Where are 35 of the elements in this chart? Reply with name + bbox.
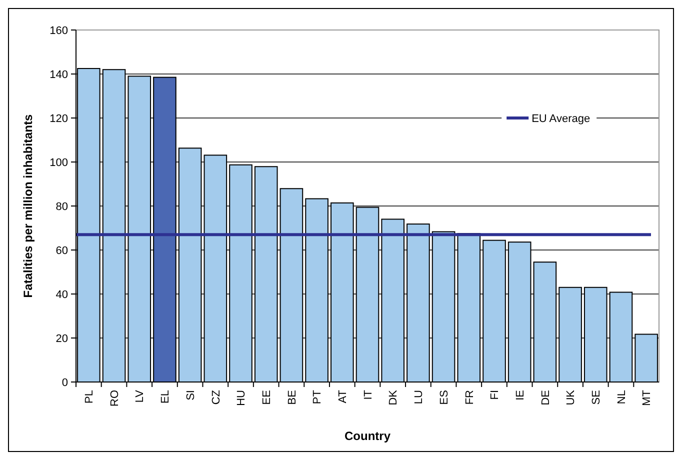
x-tick-label: RO [108, 390, 121, 406]
x-tick-label: SI [184, 390, 197, 400]
x-tick-label: EL [160, 390, 172, 404]
x-tick-label: NL [616, 390, 628, 404]
x-axis-title: Country [344, 429, 391, 443]
x-tick-label: HU [236, 390, 248, 406]
x-tick-label: IT [362, 390, 374, 400]
y-tick-label: 120 [50, 112, 68, 125]
y-tick-label: 20 [56, 332, 68, 345]
x-tick-label: MT [641, 390, 654, 406]
x-tick-label: DE [540, 390, 552, 406]
x-tick-label: PL [84, 390, 96, 404]
x-tick-label: FR [464, 390, 476, 405]
y-tick-label: 100 [50, 156, 68, 169]
y-tick-label: 0 [62, 376, 68, 389]
x-tick-label: CZ [210, 390, 222, 405]
x-tick-label: SE [590, 390, 602, 405]
y-tick-label: 40 [56, 288, 68, 301]
x-tick-label: AT [337, 390, 349, 404]
y-tick-label: 160 [50, 24, 68, 37]
y-axis-title: Fatalities per million inhabitants [21, 114, 35, 298]
x-tick-label: BE [286, 390, 298, 405]
y-tick-label: 140 [50, 68, 68, 81]
x-tick-label: ES [438, 390, 450, 405]
x-tick-label: IE [514, 390, 526, 400]
x-tick-label: LU [413, 390, 426, 404]
x-tick-label: DK [388, 389, 400, 406]
y-tick-label: 80 [56, 200, 68, 213]
legend-label: EU Average [532, 112, 590, 125]
y-tick-label: 60 [56, 244, 68, 257]
x-tick-label: PT [312, 390, 324, 404]
x-tick-label: FI [489, 390, 502, 400]
x-tick-label: UK [565, 389, 578, 406]
x-tick-label: EE [260, 390, 273, 405]
x-tick-label: LV [134, 389, 146, 403]
